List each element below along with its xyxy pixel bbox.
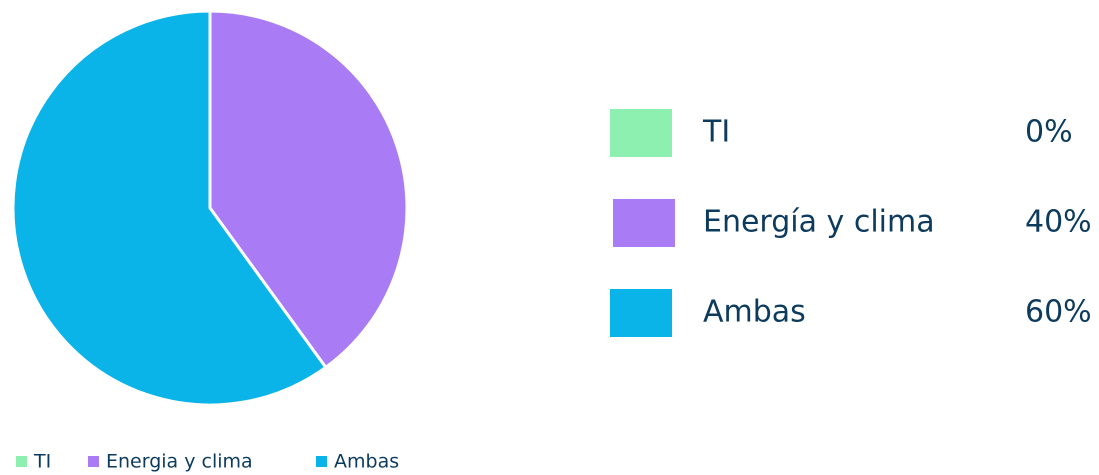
- legend-label: Ambas: [703, 295, 806, 330]
- legend-label: Energía y clima: [703, 205, 935, 240]
- bottom-legend-label: Ambas: [334, 451, 399, 473]
- bottom-legend-label: Energia y clima: [106, 451, 253, 473]
- legend-swatch: [610, 289, 672, 337]
- bottom-legend-label: TI: [33, 451, 51, 473]
- value-label: 40%: [1025, 205, 1092, 240]
- legend-label: TI: [702, 115, 730, 150]
- legend-swatch: [610, 109, 672, 157]
- pie-slice: [208, 9, 409, 369]
- bottom-legend-swatch: [88, 456, 99, 467]
- pie-slice: [11, 9, 328, 407]
- value-label: 60%: [1025, 295, 1092, 330]
- value-label: 0%: [1025, 115, 1073, 150]
- bottom-legend-swatch: [316, 456, 327, 467]
- legend-swatch: [613, 199, 675, 247]
- bottom-legend-swatch: [16, 456, 27, 467]
